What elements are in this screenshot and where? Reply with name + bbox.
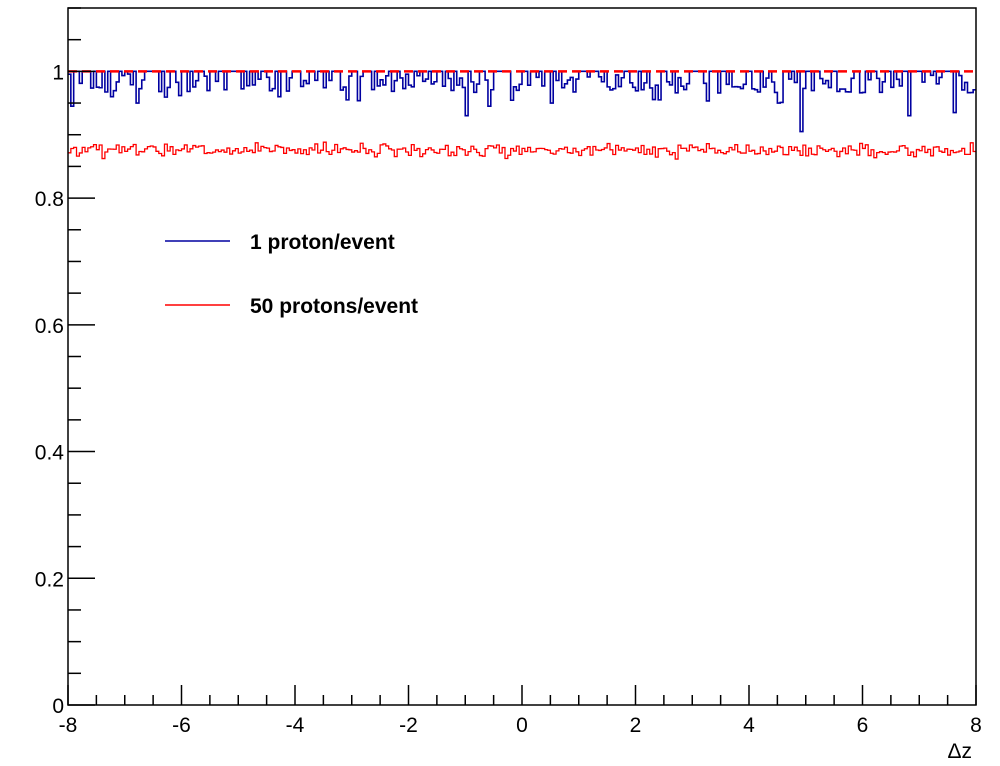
legend-label-1-proton: 1 proton/event [250, 231, 395, 254]
y-tick-label: 0.2 [35, 568, 64, 591]
legend: 1 proton/event 50 protons/event [165, 231, 418, 318]
x-tick-label: 6 [857, 714, 869, 737]
x-tick-label: -4 [286, 714, 305, 737]
x-tick-label: 8 [970, 714, 982, 737]
y-tick-label: 0.8 [35, 188, 64, 211]
y-tick-label: 0.6 [35, 315, 64, 338]
y-tick-label: 0.4 [35, 442, 65, 465]
x-tick-label: -8 [59, 714, 78, 737]
ticks-layer [67, 7, 977, 706]
x-tick-label: -6 [172, 714, 191, 737]
legend-label-50-protons: 50 protons/event [250, 295, 418, 318]
y-tick-label: 1 [52, 61, 64, 84]
x-tick-label: 4 [743, 714, 755, 737]
series-50-protons-line [68, 141, 976, 160]
x-tick-label: 2 [630, 714, 642, 737]
labels-layer: -8 -6 -4 -2 0 2 4 6 8 0 0.2 0.4 0.6 0.8 1 [35, 61, 982, 737]
series-layer [68, 70, 976, 160]
x-tick-label: 0 [516, 714, 528, 737]
x-tick-label: -2 [399, 714, 418, 737]
x-axis-title: Δz [947, 740, 972, 763]
y-tick-label: 0 [52, 695, 64, 718]
